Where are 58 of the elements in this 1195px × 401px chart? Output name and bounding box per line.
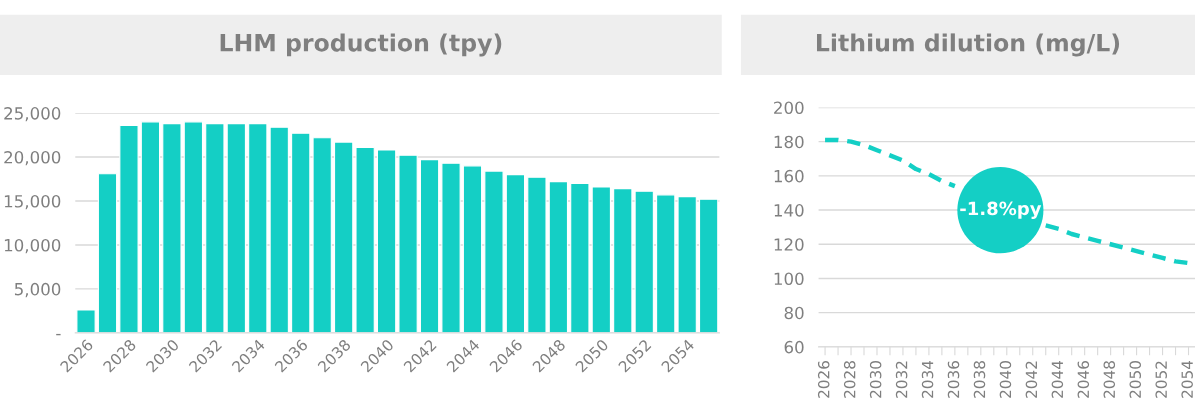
x-tick-label: 2040	[999, 361, 1012, 398]
bar	[698, 198, 719, 333]
x-tick-label: 2036	[947, 361, 960, 398]
x-tick-label: 2054	[1181, 360, 1193, 398]
bar	[462, 165, 483, 333]
x-tick-label: 2042	[1025, 361, 1038, 398]
y-tick-label: 180	[774, 135, 804, 149]
y-tick-label: 60	[784, 340, 804, 354]
bar	[591, 186, 611, 333]
bar	[333, 141, 354, 333]
bar	[441, 162, 461, 333]
x-tick-label: 2028	[843, 361, 856, 398]
y-tick-label: 120	[774, 238, 804, 251]
x-tick-label: 2046	[1077, 361, 1090, 398]
x-tick-label: 2038	[973, 361, 986, 398]
bar	[291, 132, 311, 333]
y-tick-label: 5,000	[14, 282, 61, 298]
y-tick-label: -	[56, 333, 61, 336]
chart-title: Lithium dilution (mg/L)	[817, 33, 1120, 57]
x-tick-label: 2048	[1103, 361, 1116, 398]
chart-title: LHM production (tpy)	[220, 33, 502, 57]
y-tick-label: 15,000	[4, 194, 61, 210]
y-tick-label: 10,000	[4, 238, 61, 254]
bar	[484, 170, 504, 333]
y-tick-label: 20,000	[4, 150, 61, 166]
x-tick-label: 2034	[921, 360, 934, 398]
x-tick-label: 2044	[1051, 360, 1064, 398]
bar	[548, 181, 569, 333]
x-tick-label: 2030	[869, 361, 882, 398]
bar	[570, 182, 590, 333]
bar	[119, 124, 139, 333]
y-tick-label: 80	[784, 306, 804, 320]
x-tick-label: 2050	[1129, 361, 1142, 398]
bar	[355, 146, 375, 333]
bar	[419, 159, 440, 333]
bar	[656, 194, 676, 333]
x-tick-label: 2052	[1155, 361, 1167, 398]
bar	[76, 309, 96, 333]
bar	[162, 123, 182, 333]
bar	[226, 123, 246, 333]
bar	[376, 149, 397, 333]
bar	[140, 121, 161, 333]
bar	[97, 173, 118, 333]
x-tick-label: 2026	[817, 361, 830, 398]
bar	[183, 121, 204, 333]
y-tick-label: 25,000	[4, 107, 61, 122]
bar	[527, 176, 547, 333]
y-tick-label: 160	[774, 169, 804, 183]
y-tick-label: 100	[774, 272, 804, 286]
bar	[505, 174, 526, 333]
annotation: -1.8%py	[960, 201, 1042, 219]
bar	[677, 196, 697, 333]
x-tick-label: 2032	[895, 361, 908, 398]
bar	[312, 137, 332, 333]
bar	[398, 154, 418, 333]
y-tick-label: 140	[774, 204, 804, 217]
bar	[205, 123, 225, 333]
y-tick-label: 200	[774, 101, 804, 115]
